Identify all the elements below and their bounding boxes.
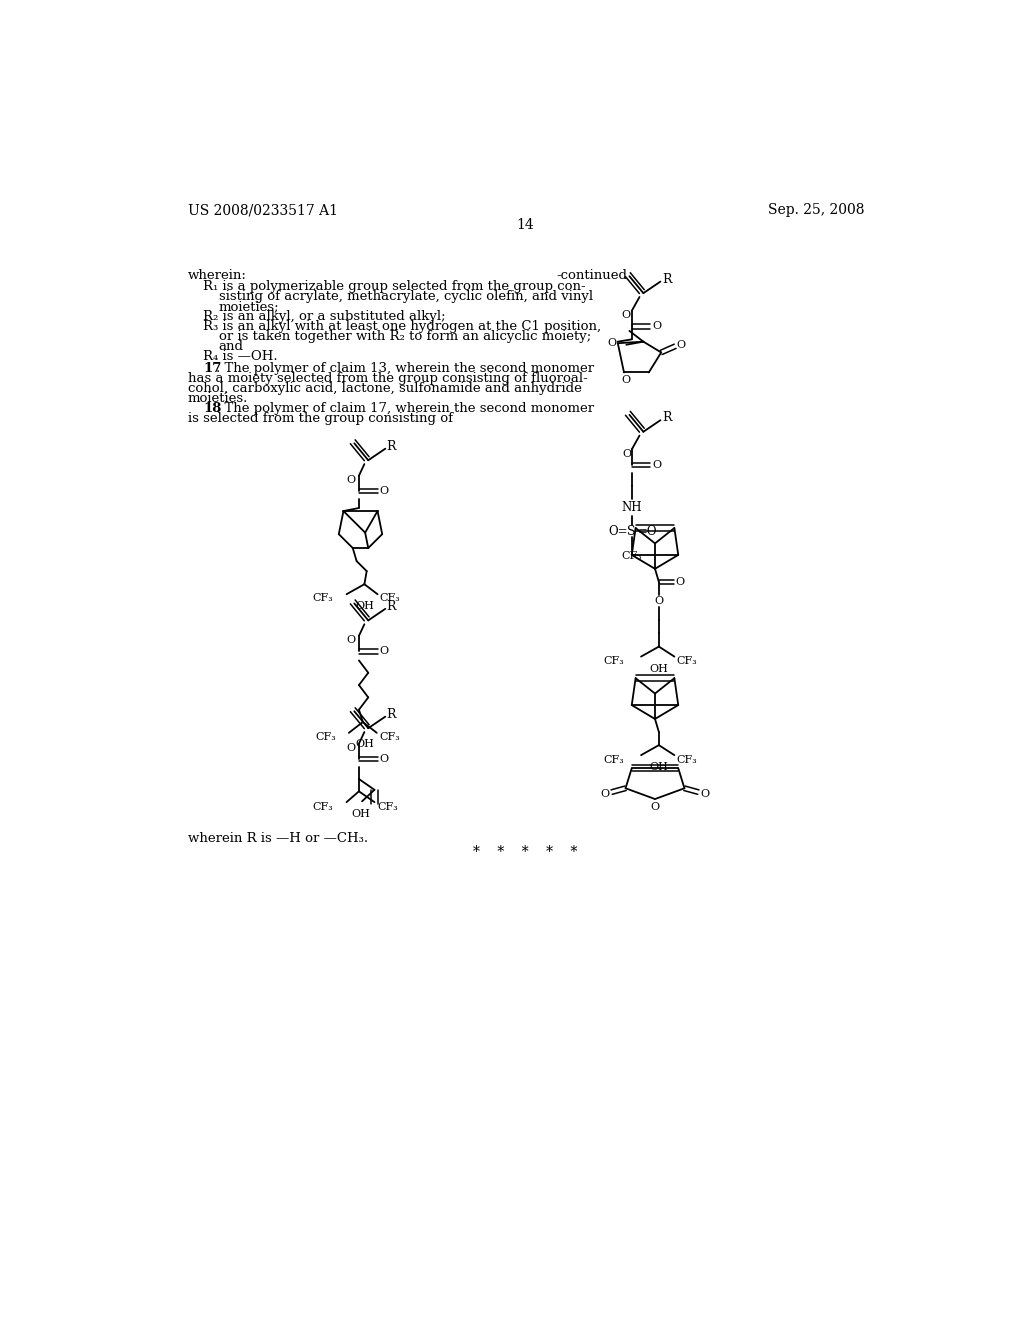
Text: CF₃: CF₃ [603, 755, 624, 764]
Text: -continued: -continued [557, 268, 628, 281]
Text: O: O [621, 310, 630, 321]
Text: O: O [677, 339, 686, 350]
Text: CF₃: CF₃ [312, 801, 334, 812]
Text: O: O [347, 743, 355, 754]
Text: O: O [379, 647, 388, 656]
Text: 14: 14 [516, 218, 534, 232]
Text: 18: 18 [203, 401, 221, 414]
Text: R: R [662, 412, 672, 425]
Text: CF₃: CF₃ [677, 656, 697, 667]
Text: *    *    *    *    *: * * * * * [473, 845, 577, 859]
Text: cohol, carboxylic acid, lactone, sulfonamide and anhydride: cohol, carboxylic acid, lactone, sulfona… [187, 381, 582, 395]
Text: wherein:: wherein: [187, 268, 247, 281]
Text: OH: OH [649, 763, 669, 772]
Text: O: O [621, 375, 630, 385]
Text: OH: OH [355, 739, 374, 750]
Text: . The polymer of claim 13, wherein the second monomer: . The polymer of claim 13, wherein the s… [216, 362, 594, 375]
Text: O: O [379, 486, 388, 496]
Text: OH: OH [351, 809, 370, 820]
Text: R₂ is an alkyl, or a substituted alkyl;: R₂ is an alkyl, or a substituted alkyl; [203, 310, 445, 323]
Text: wherein R is —H or —CH₃.: wherein R is —H or —CH₃. [187, 832, 368, 845]
Text: has a moiety selected from the group consisting of fluoroal-: has a moiety selected from the group con… [187, 372, 588, 384]
Text: O=: O= [608, 524, 628, 537]
Text: and: and [219, 341, 244, 354]
Text: O: O [347, 635, 355, 645]
Text: O: O [700, 788, 710, 799]
Text: 17: 17 [203, 362, 221, 375]
Text: O: O [347, 475, 355, 486]
Text: O: O [675, 577, 684, 587]
Text: OH: OH [649, 664, 669, 675]
Text: CF₃: CF₃ [380, 593, 400, 603]
Text: O: O [601, 788, 610, 799]
Text: R₃ is an alkyl with at least one hydrogen at the C1 position,: R₃ is an alkyl with at least one hydroge… [203, 321, 601, 333]
Text: sisting of acrylate, methacrylate, cyclic olefin, and vinyl: sisting of acrylate, methacrylate, cycli… [219, 290, 593, 304]
Text: or is taken together with R₂ to form an alicyclic moiety;: or is taken together with R₂ to form an … [219, 330, 591, 343]
Text: is selected from the group consisting of: is selected from the group consisting of [187, 412, 453, 425]
Text: CF₃: CF₃ [677, 755, 697, 764]
Text: O: O [652, 321, 662, 331]
Text: O: O [654, 597, 664, 606]
Text: R: R [662, 273, 672, 286]
Text: . The polymer of claim 17, wherein the second monomer: . The polymer of claim 17, wherein the s… [216, 401, 594, 414]
Text: CF₃: CF₃ [315, 731, 336, 742]
Text: S: S [628, 524, 636, 537]
Text: O: O [607, 338, 616, 348]
Text: CF₃: CF₃ [622, 552, 642, 561]
Text: R: R [387, 601, 396, 612]
Text: R₁ is a polymerizable group selected from the group con-: R₁ is a polymerizable group selected fro… [203, 280, 586, 293]
Text: CF₃: CF₃ [378, 801, 398, 812]
Text: O: O [652, 459, 662, 470]
Text: R: R [387, 440, 396, 453]
Text: OH: OH [355, 601, 374, 611]
Text: O: O [623, 449, 632, 459]
Text: =O: =O [638, 524, 657, 537]
Text: CF₃: CF₃ [603, 656, 624, 667]
Text: Sep. 25, 2008: Sep. 25, 2008 [768, 203, 864, 216]
Text: NH: NH [622, 502, 642, 515]
Text: O: O [379, 754, 388, 764]
Text: US 2008/0233517 A1: US 2008/0233517 A1 [187, 203, 338, 216]
Text: R₄ is —OH.: R₄ is —OH. [203, 350, 278, 363]
Text: moieties.: moieties. [187, 392, 248, 405]
Text: CF₃: CF₃ [312, 593, 334, 603]
Text: O: O [650, 801, 659, 812]
Text: R: R [387, 708, 396, 721]
Text: moieties;: moieties; [219, 300, 280, 313]
Text: CF₃: CF₃ [380, 731, 400, 742]
